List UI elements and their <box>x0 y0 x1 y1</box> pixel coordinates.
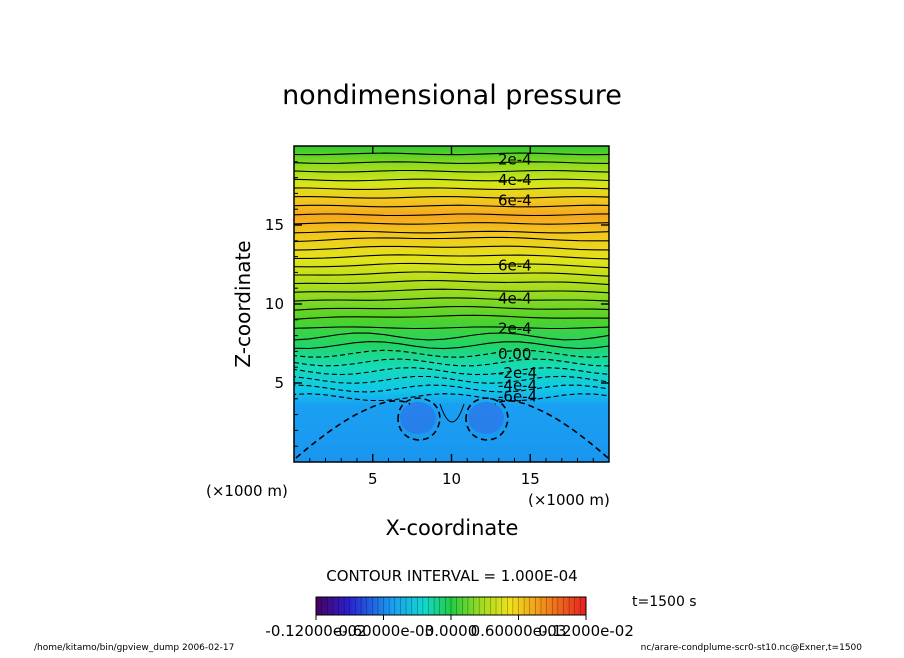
contour-cell-left <box>397 397 441 441</box>
contour-label: 4e-4 <box>498 290 532 308</box>
contour-center-dip <box>439 403 465 423</box>
contour-positive <box>294 271 609 277</box>
colorbar-label: -0.12000e-02 <box>265 622 366 640</box>
contour-label: 2e-4 <box>498 320 532 338</box>
x-tick-label: 15 <box>521 470 540 488</box>
x-axis-label: X-coordinate <box>386 516 519 540</box>
contour-label: -2e-4 <box>498 364 537 382</box>
contour-label: -4e-4 <box>498 377 537 395</box>
axis-ticks: 5 10 15 5 10 15 <box>265 146 609 488</box>
heatmap-field <box>294 146 609 462</box>
contour-positive <box>294 169 609 173</box>
y-axis-label: Z-coordinate <box>231 240 255 367</box>
contour-positive <box>294 204 609 208</box>
y-unit-label: (×1000 m) <box>206 482 288 500</box>
contour-label: -6e-4 <box>498 388 537 406</box>
y-tick-label: 5 <box>274 374 284 392</box>
chart-title: nondimensional pressure <box>282 80 622 111</box>
contour-positive <box>294 245 609 251</box>
contour-positive <box>294 341 609 350</box>
colorbar-label: -0.60000e-03 <box>333 622 434 640</box>
colorbar-divisions <box>321 597 581 615</box>
contour-negative <box>294 393 609 402</box>
contour-label: 6e-4 <box>498 257 532 275</box>
contour-negative <box>294 367 609 376</box>
contour-label: 6e-4 <box>498 192 532 210</box>
colorbar-label: 0.60000e-03 <box>471 622 567 640</box>
x-tick-label: 5 <box>368 470 378 488</box>
contour-label: 4e-4 <box>498 171 532 189</box>
contour-lines <box>294 152 609 402</box>
footer-left: /home/kitamo/bin/gpview_dump 2006-02-17 <box>34 643 234 653</box>
contour-positive <box>294 254 609 260</box>
contour-negative <box>294 349 609 358</box>
contour-negative <box>294 384 609 393</box>
low-pressure-cell-right <box>468 402 504 434</box>
contour-positive <box>294 305 609 311</box>
contour-positive <box>294 297 609 302</box>
contour-negative <box>294 375 609 384</box>
low-pressure-cell-left <box>400 402 436 434</box>
contour-positive <box>294 279 609 286</box>
contour-negative <box>294 358 609 367</box>
y-tick-label: 10 <box>265 295 284 313</box>
contour-positive <box>294 288 609 294</box>
contour-label: 2e-4 <box>498 151 532 169</box>
colorbar-label: 0.12000e-02 <box>538 622 634 640</box>
contour-positive <box>294 236 609 243</box>
contour-positive <box>294 178 609 182</box>
contour-positive <box>294 230 609 234</box>
x-tick-label: 10 <box>442 470 461 488</box>
contour-positive <box>294 262 609 269</box>
contour-label: 0.00 <box>498 345 531 363</box>
contour-positive <box>294 187 609 191</box>
contour-positive <box>294 196 609 199</box>
contour-positive <box>294 332 609 341</box>
time-label: t=1500 s <box>632 594 697 610</box>
contour-interval: CONTOUR INTERVAL = 1.000E-04 <box>326 567 577 585</box>
x-unit-label: (×1000 m) <box>528 491 610 509</box>
contour-positive <box>294 152 609 156</box>
contour-positive <box>294 161 609 164</box>
contour-positive <box>294 222 609 225</box>
contour-positive <box>294 314 609 320</box>
colorbar-label: 0.0000 <box>425 622 478 640</box>
colorbar-labels: -0.12000e-02-0.60000e-030.00000.60000e-0… <box>265 615 634 640</box>
y-tick-label: 15 <box>265 216 284 234</box>
contour-cell-right <box>465 397 509 441</box>
contour-positive <box>294 326 609 330</box>
contour-positive <box>294 213 609 217</box>
footer-right: nc/arare-condplume-scr0-st10.nc@Exner,t=… <box>641 643 863 653</box>
